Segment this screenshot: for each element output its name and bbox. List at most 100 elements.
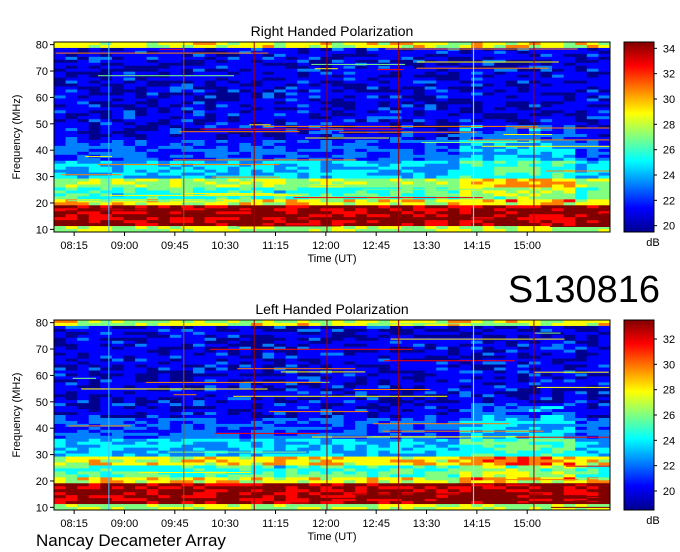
heatmap-cell [204, 400, 217, 404]
heatmap-cell [575, 101, 588, 105]
heatmap-cell [308, 107, 321, 111]
heatmap-cell [389, 163, 402, 168]
heatmap-cell [204, 62, 217, 67]
heatmap-cell [436, 44, 449, 49]
heatmap-cell [482, 220, 495, 224]
heatmap-cell [308, 432, 321, 437]
heatmap-cell [77, 331, 90, 336]
heatmap-cell [77, 343, 90, 348]
heatmap-cell [216, 355, 229, 359]
heatmap-cell [540, 220, 553, 224]
heatmap-cell [482, 50, 495, 55]
heatmap-cell [366, 358, 379, 362]
heatmap-cell [274, 409, 287, 413]
heatmap-cell [54, 409, 66, 413]
heatmap-cell [355, 50, 368, 55]
heatmap-cell [308, 74, 321, 79]
heatmap-cell [65, 42, 78, 46]
heatmap-cell [100, 447, 113, 452]
heatmap-cell [111, 331, 124, 336]
heatmap-cell [355, 193, 368, 197]
heatmap-cell [135, 337, 148, 342]
heatmap-cell [193, 391, 205, 395]
heatmap-cell [378, 175, 391, 179]
heatmap-cell [436, 83, 449, 87]
heatmap-cell [285, 385, 298, 389]
heatmap-cell [216, 65, 229, 70]
heatmap-cell [100, 343, 113, 348]
heatmap-cell [216, 400, 229, 404]
heatmap-cell [54, 56, 66, 61]
heatmap-cell [482, 190, 495, 194]
heatmap-cell [88, 157, 101, 162]
heatmap-cell [355, 465, 368, 469]
heatmap-cell [575, 113, 588, 117]
heatmap-cell [563, 199, 576, 203]
heatmap-cell [204, 495, 217, 499]
heatmap-cell [494, 217, 507, 221]
heatmap-cell [227, 379, 240, 383]
heatmap-cell [366, 208, 379, 212]
heatmap-cell [355, 352, 368, 357]
heatmap-cell [169, 423, 182, 428]
heatmap-cell [540, 229, 553, 233]
heatmap-cell [563, 116, 576, 120]
heatmap-cell [505, 101, 518, 105]
heatmap-cell [447, 119, 460, 123]
heatmap-cell [111, 205, 124, 209]
heatmap-cell [239, 388, 252, 392]
heatmap-cell [389, 42, 402, 46]
heatmap-cell [239, 456, 252, 460]
heatmap-cell [111, 95, 124, 99]
heatmap-cell [366, 444, 379, 449]
heatmap-cell [436, 104, 449, 108]
heatmap-cell [598, 116, 611, 120]
heatmap-cell [575, 62, 588, 67]
heatmap-cell [389, 142, 402, 147]
heatmap-cell [123, 325, 136, 330]
heatmap-cell [552, 62, 565, 67]
heatmap-cell [447, 131, 460, 135]
heatmap-cell [123, 125, 136, 129]
heatmap-cell [447, 220, 460, 224]
heatmap-cell [447, 211, 460, 215]
heatmap-cell [389, 157, 402, 162]
heatmap-cell [146, 42, 159, 46]
heatmap-cell [181, 142, 194, 147]
heatmap-cell [239, 113, 252, 117]
heatmap-cell [366, 44, 379, 49]
heatmap-cell [250, 65, 263, 70]
heatmap-cell [274, 148, 287, 153]
heatmap-cell [135, 343, 148, 348]
y-tick-label: 10 [36, 224, 48, 236]
heatmap-cell [528, 137, 541, 141]
heatmap-cell [598, 199, 611, 203]
heatmap-cell [401, 154, 414, 159]
heatmap-cell [355, 382, 368, 386]
heatmap-cell [332, 74, 344, 79]
heatmap-cell [54, 352, 66, 357]
heatmap-cell [181, 328, 194, 333]
heatmap-cell [436, 154, 449, 159]
heatmap-cell [77, 184, 90, 188]
heatmap-cell [540, 211, 553, 215]
heatmap-cell [54, 376, 66, 380]
heatmap-cell [528, 44, 541, 49]
heatmap-cell [517, 163, 530, 168]
heatmap-cell [366, 220, 379, 224]
heatmap-cell [575, 148, 588, 153]
heatmap-cell [540, 148, 553, 153]
heatmap-cell [54, 98, 66, 102]
heatmap-cell [413, 166, 426, 171]
heatmap-cell [216, 95, 229, 99]
heatmap-cell [111, 154, 124, 159]
heatmap-cell [262, 444, 275, 449]
heatmap-cell [262, 190, 275, 194]
heatmap-cell [216, 403, 229, 407]
heatmap-cell [111, 328, 124, 333]
heatmap-cell [274, 376, 287, 380]
heatmap-cell [123, 435, 136, 440]
heatmap-cell [135, 134, 148, 138]
interference-streak [421, 142, 534, 143]
heatmap-cell [436, 71, 449, 76]
